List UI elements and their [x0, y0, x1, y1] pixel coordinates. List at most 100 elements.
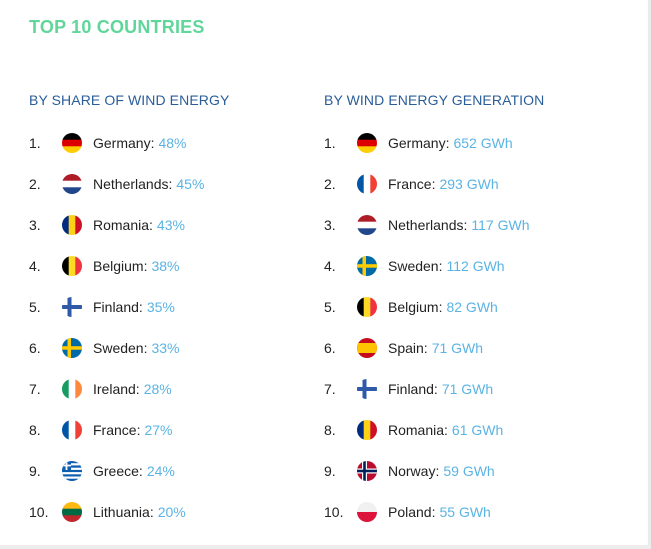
country-name: Germany: [388, 134, 450, 151]
share-header: BY SHARE OF WIND ENERGY [29, 92, 230, 108]
list-item: 7. Finland: 71 GWh [324, 368, 544, 409]
rank-number: 8. [324, 421, 336, 438]
country-value: 82 GWh [446, 298, 498, 315]
country-value: 59 GWh [443, 462, 495, 479]
finland-flag-icon [357, 378, 377, 399]
country-value: 293 GWh [439, 175, 499, 192]
country-name: France: [93, 421, 141, 438]
country-name: Finland: [388, 380, 438, 397]
country-value: 61 GWh [451, 421, 504, 438]
list-item: 6. Sweden: 33% [29, 327, 229, 368]
rank-number: 4. [324, 257, 336, 274]
list-item: 5. Belgium: 82 GWh [324, 286, 544, 327]
country-value: 43% [156, 216, 185, 233]
country-value: 20% [157, 503, 186, 520]
country-name: Spain: [388, 339, 428, 356]
country-value: 45% [176, 175, 205, 192]
romania-flag-icon [357, 419, 377, 440]
rank-number: 1. [324, 134, 336, 151]
country-value: 35% [146, 298, 175, 315]
list-item: 2. Netherlands: 45% [29, 163, 229, 204]
list-item: 4. Belgium: 38% [29, 245, 229, 286]
country-name: Belgium: [93, 257, 148, 274]
rank-number: 9. [29, 462, 41, 479]
country-name: Lithuania: [93, 503, 154, 520]
country-value: 652 GWh [453, 134, 513, 151]
list-item: 3. Romania: 43% [29, 204, 229, 245]
country-name: Norway: [388, 462, 440, 479]
rank-number: 1. [29, 134, 41, 151]
lithuania-flag-icon [62, 501, 82, 522]
rank-number: 9. [324, 462, 336, 479]
poland-flag-icon [357, 501, 377, 522]
country-value: 112 GWh [446, 257, 505, 274]
page-edge [648, 0, 651, 549]
finland-flag-icon [62, 296, 82, 317]
france-flag-icon [62, 419, 82, 440]
germany-flag-icon [62, 132, 82, 153]
list-item: 1. Germany: 652 GWh [324, 122, 544, 163]
country-name: Romania: [388, 421, 448, 438]
country-name: Finland: [93, 298, 143, 315]
rank-number: 3. [324, 216, 336, 233]
sweden-flag-icon [357, 255, 377, 276]
country-name: Greece: [93, 462, 143, 479]
germany-flag-icon [357, 132, 377, 153]
rank-number: 10. [324, 503, 344, 520]
belgium-flag-icon [357, 296, 377, 317]
list-item: 8. France: 27% [29, 409, 229, 450]
list-item: 1. Germany: 48% [29, 122, 229, 163]
france-flag-icon [357, 173, 377, 194]
rank-number: 6. [324, 339, 336, 356]
rank-number: 4. [29, 257, 41, 274]
rank-number: 7. [324, 380, 336, 397]
list-item: 7. Ireland: 28% [29, 368, 229, 409]
rank-number: 10. [29, 503, 49, 520]
ireland-flag-icon [62, 378, 82, 399]
country-value: 48% [158, 134, 187, 151]
generation-header: BY WIND ENERGY GENERATION [324, 92, 545, 108]
share-list: 1. Germany: 48% 2. Netherlands: 45% 3. Romania:… [29, 122, 229, 532]
belgium-flag-icon [62, 255, 82, 276]
list-item: 4. Sweden: 112 GWh [324, 245, 544, 286]
generation-list: 1. Germany: 652 GWh 2. France: 293 GWh 3. Nethe… [324, 122, 544, 532]
list-item: 2. France: 293 GWh [324, 163, 544, 204]
netherlands-flag-icon [357, 214, 377, 235]
country-name: France: [388, 175, 436, 192]
norway-flag-icon [357, 460, 377, 481]
rank-number: 3. [29, 216, 41, 233]
country-name: Sweden: [388, 257, 443, 274]
country-value: 55 GWh [439, 503, 491, 520]
country-value: 24% [146, 462, 175, 479]
netherlands-flag-icon [62, 173, 82, 194]
list-item: 3. Netherlands: 117 GWh [324, 204, 544, 245]
rank-number: 7. [29, 380, 41, 397]
rank-number: 5. [324, 298, 336, 315]
sweden-flag-icon [62, 337, 82, 358]
list-item: 10. Lithuania: 20% [29, 491, 229, 532]
country-value: 38% [151, 257, 180, 274]
generation-column: BY WIND ENERGY GENERATION 1. Germany: 652 … [324, 92, 544, 532]
list-item: 5. Finland: 35% [29, 286, 229, 327]
country-name: Poland: [388, 503, 436, 520]
country-name: Germany: [93, 134, 155, 151]
country-name: Netherlands: [93, 175, 173, 192]
greece-flag-icon [62, 460, 82, 481]
country-name: Ireland: [93, 380, 140, 397]
country-name: Netherlands: [388, 216, 468, 233]
rank-number: 2. [324, 175, 336, 192]
spain-flag-icon [357, 337, 377, 358]
country-value: 27% [144, 421, 173, 438]
rank-number: 2. [29, 175, 41, 192]
country-value: 28% [143, 380, 172, 397]
country-name: Sweden: [93, 339, 148, 356]
list-item: 9. Greece: 24% [29, 450, 229, 491]
rank-number: 5. [29, 298, 41, 315]
country-name: Romania: [93, 216, 153, 233]
country-value: 71 GWh [431, 339, 484, 356]
share-column: BY SHARE OF WIND ENERGY 1. Germany: 48% 2. N… [29, 92, 229, 532]
country-name: Belgium: [388, 298, 443, 315]
romania-flag-icon [62, 214, 82, 235]
rank-number: 8. [29, 421, 41, 438]
country-value: 33% [151, 339, 180, 356]
